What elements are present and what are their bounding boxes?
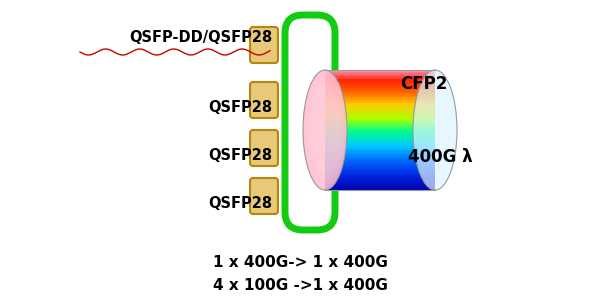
Bar xyxy=(325,82,435,83)
Bar xyxy=(325,154,435,155)
Bar xyxy=(325,143,435,145)
Bar xyxy=(325,128,435,130)
Bar xyxy=(325,79,435,80)
Bar xyxy=(325,163,435,164)
Text: 4 x 100G ->1 x 400G: 4 x 100G ->1 x 400G xyxy=(212,278,388,293)
Bar xyxy=(325,155,435,157)
Bar xyxy=(325,89,435,91)
Bar xyxy=(325,127,435,128)
Bar xyxy=(325,161,435,163)
Bar xyxy=(325,121,435,122)
FancyBboxPatch shape xyxy=(250,178,278,214)
Bar xyxy=(325,166,435,167)
Bar xyxy=(325,136,435,137)
Text: QSFP28: QSFP28 xyxy=(208,100,272,115)
Bar xyxy=(325,101,435,103)
Text: 400G λ: 400G λ xyxy=(408,148,473,166)
Bar xyxy=(325,134,435,136)
Bar xyxy=(325,137,435,139)
Bar xyxy=(325,92,435,94)
Bar xyxy=(325,73,435,74)
Bar xyxy=(325,98,435,100)
Bar xyxy=(325,167,435,169)
Bar xyxy=(325,71,435,73)
Bar xyxy=(325,158,435,160)
Bar xyxy=(325,100,435,101)
Bar xyxy=(325,110,435,112)
Bar xyxy=(325,112,435,113)
Bar xyxy=(325,86,435,88)
Bar xyxy=(325,175,435,176)
Text: QSFP28: QSFP28 xyxy=(208,148,272,163)
Bar xyxy=(325,130,435,131)
Bar xyxy=(325,85,435,86)
Bar xyxy=(325,145,435,146)
Ellipse shape xyxy=(413,70,457,190)
Bar xyxy=(325,182,435,184)
Bar xyxy=(325,133,435,134)
Bar xyxy=(325,76,435,77)
Bar xyxy=(325,178,435,179)
Bar xyxy=(325,146,435,148)
Bar xyxy=(325,116,435,118)
Bar xyxy=(325,118,435,119)
Bar xyxy=(325,80,435,82)
Bar xyxy=(325,187,435,188)
Bar xyxy=(325,113,435,115)
Text: QSFP28: QSFP28 xyxy=(208,196,272,211)
Bar xyxy=(325,184,435,185)
Bar xyxy=(325,124,435,125)
Bar xyxy=(325,70,435,71)
Bar xyxy=(325,164,435,166)
Bar xyxy=(325,176,435,178)
FancyBboxPatch shape xyxy=(250,82,278,118)
FancyBboxPatch shape xyxy=(285,15,335,230)
Bar xyxy=(325,109,435,110)
Bar xyxy=(325,104,435,106)
Bar xyxy=(325,151,435,152)
Bar xyxy=(325,149,435,151)
FancyBboxPatch shape xyxy=(250,27,278,63)
Bar xyxy=(325,115,435,116)
Bar xyxy=(325,157,435,158)
Bar xyxy=(325,139,435,140)
Bar xyxy=(325,74,435,76)
Bar xyxy=(325,185,435,187)
Bar xyxy=(325,83,435,85)
Bar xyxy=(325,77,435,79)
Bar xyxy=(325,97,435,98)
Bar xyxy=(325,91,435,92)
Bar xyxy=(325,103,435,104)
Bar xyxy=(325,125,435,127)
Ellipse shape xyxy=(303,70,347,190)
Bar xyxy=(325,106,435,107)
Bar xyxy=(325,142,435,143)
Bar xyxy=(325,140,435,142)
Bar xyxy=(325,152,435,154)
Text: QSFP-DD/QSFP28: QSFP-DD/QSFP28 xyxy=(129,30,272,45)
Bar xyxy=(325,95,435,97)
Bar xyxy=(325,119,435,121)
Bar xyxy=(325,173,435,175)
Text: CFP2: CFP2 xyxy=(400,75,448,93)
Bar xyxy=(325,122,435,124)
Bar xyxy=(325,170,435,172)
Bar xyxy=(325,88,435,89)
Bar xyxy=(325,172,435,173)
FancyBboxPatch shape xyxy=(250,130,278,166)
Bar xyxy=(325,148,435,149)
Bar xyxy=(325,131,435,133)
Bar xyxy=(325,169,435,170)
Bar xyxy=(325,188,435,190)
Bar xyxy=(325,94,435,95)
Text: 1 x 400G-> 1 x 400G: 1 x 400G-> 1 x 400G xyxy=(212,255,388,270)
Bar xyxy=(325,160,435,161)
Bar xyxy=(325,181,435,182)
Bar xyxy=(325,179,435,181)
Bar xyxy=(325,107,435,109)
